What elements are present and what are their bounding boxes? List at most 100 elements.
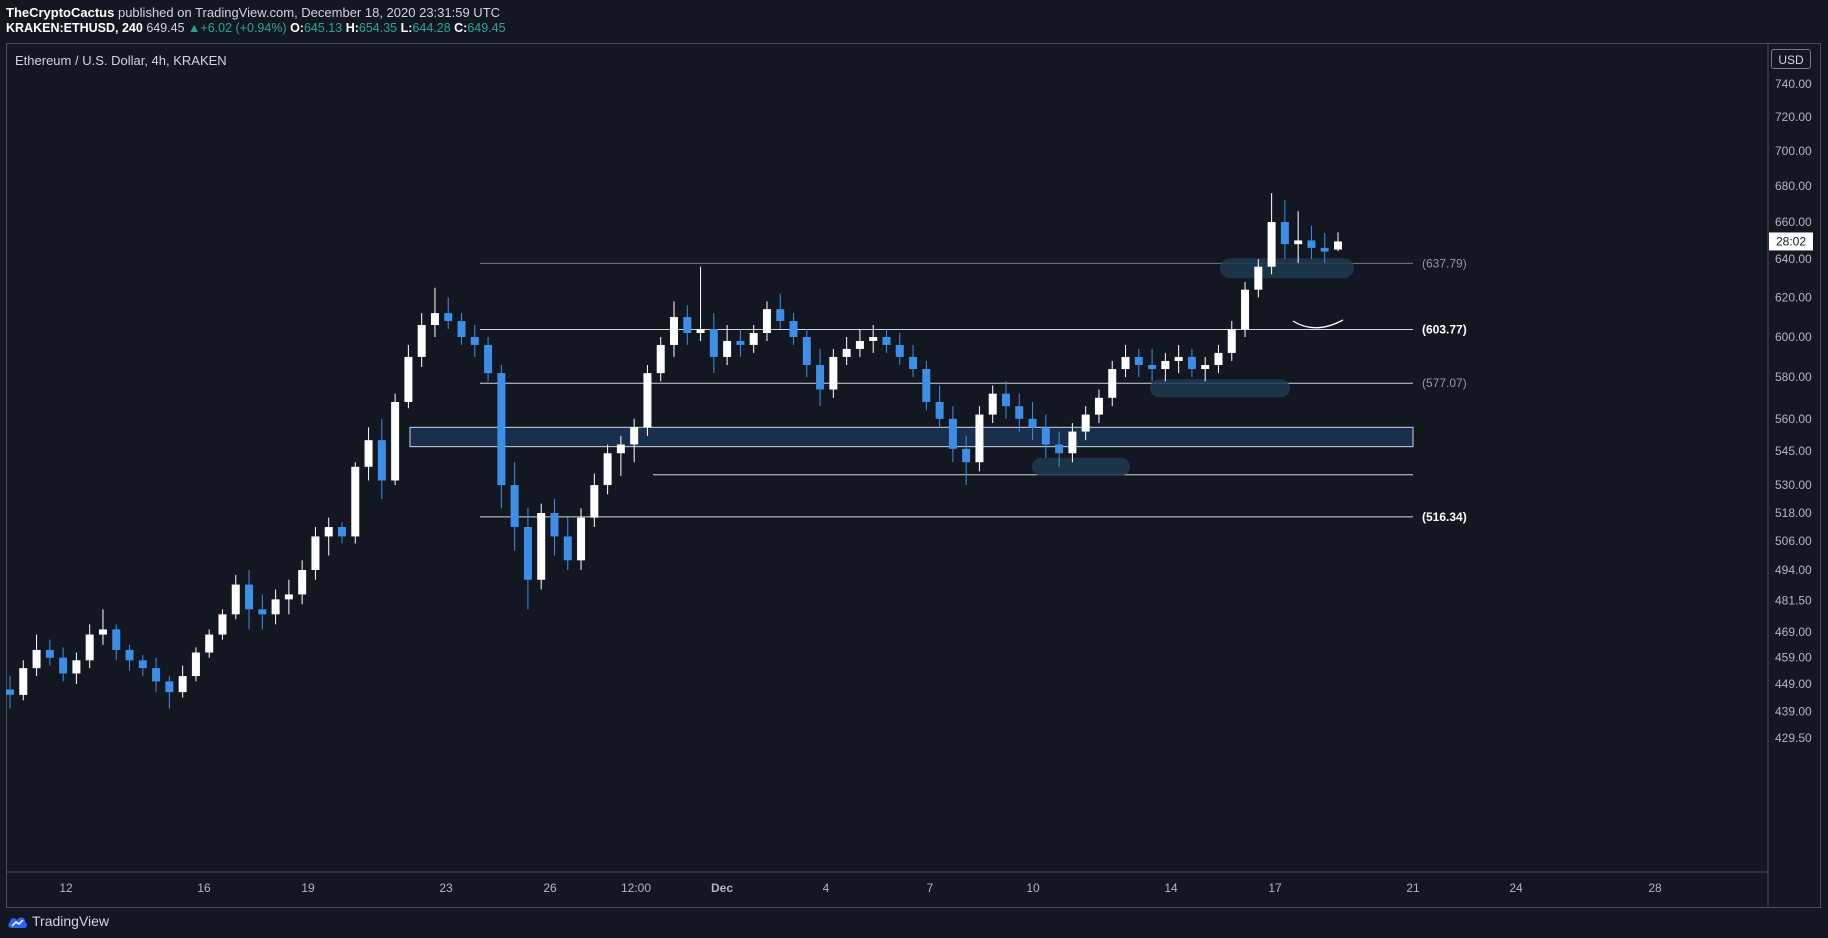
chart-frame bbox=[6, 43, 1821, 908]
candle-body bbox=[1015, 406, 1024, 419]
candle-body bbox=[191, 652, 200, 677]
high-value: 654.35 bbox=[358, 21, 398, 35]
change-arrow-icon: ▲ bbox=[188, 21, 201, 35]
candle-body bbox=[1187, 356, 1196, 370]
candle-body bbox=[298, 570, 307, 595]
highlight-pill bbox=[1220, 258, 1354, 279]
candle-body bbox=[510, 485, 519, 527]
last-price: 649.45 bbox=[146, 21, 185, 35]
tradingview-cloud-icon[interactable] bbox=[7, 914, 29, 930]
candle-body bbox=[59, 657, 68, 674]
y-tick-label: 740.00 bbox=[1775, 77, 1812, 91]
candle-body bbox=[816, 364, 825, 390]
tradingview-brand[interactable]: TradingView bbox=[32, 913, 110, 929]
x-tick-label: 14 bbox=[1164, 881, 1178, 895]
candle-body bbox=[1227, 328, 1236, 353]
level-label: (516.34) bbox=[1422, 510, 1467, 524]
highlight-pill bbox=[1150, 379, 1290, 398]
candle-body bbox=[577, 517, 586, 561]
close-value: 649.45 bbox=[467, 21, 506, 35]
y-tick-label: 620.00 bbox=[1775, 290, 1812, 304]
candle-body bbox=[789, 321, 798, 337]
author-name[interactable]: TheCryptoCactus bbox=[6, 5, 115, 20]
x-tick-label: 17 bbox=[1268, 881, 1282, 895]
candle-body bbox=[656, 344, 665, 374]
candle-body bbox=[1148, 364, 1157, 370]
candle-body bbox=[776, 309, 785, 322]
candle-body bbox=[882, 337, 891, 345]
candle-body bbox=[1241, 289, 1250, 329]
candle-body bbox=[736, 340, 745, 345]
candle-body bbox=[895, 344, 904, 357]
candle-body bbox=[1028, 418, 1037, 428]
candle-body bbox=[377, 440, 386, 481]
candle-body bbox=[258, 609, 267, 615]
candle-body bbox=[829, 356, 838, 390]
y-tick-label: 680.00 bbox=[1775, 179, 1812, 193]
candle-body bbox=[497, 373, 506, 486]
change-value: +6.02 (+0.94%) bbox=[200, 21, 287, 35]
y-tick-label: 640.00 bbox=[1775, 252, 1812, 266]
candle-body bbox=[1307, 240, 1316, 248]
x-tick-label: 26 bbox=[543, 881, 557, 895]
y-tick-label: 530.00 bbox=[1775, 478, 1812, 492]
x-tick-label: 24 bbox=[1509, 881, 1523, 895]
candle-body bbox=[975, 414, 984, 463]
candle-body bbox=[1280, 222, 1289, 245]
candle-body bbox=[550, 513, 559, 537]
level-label: (577.07) bbox=[1422, 376, 1467, 390]
candle-body bbox=[1081, 414, 1090, 432]
candle-body bbox=[643, 373, 652, 428]
candle-body bbox=[1002, 393, 1010, 407]
x-tick-label: 12:00 bbox=[621, 881, 651, 895]
candle-body bbox=[311, 536, 320, 570]
candle-body bbox=[284, 594, 293, 600]
candle-body bbox=[1214, 352, 1223, 365]
candle-body bbox=[922, 369, 931, 402]
candle-body bbox=[470, 337, 479, 345]
close-label: C: bbox=[454, 21, 468, 35]
y-tick-label: 459.00 bbox=[1775, 651, 1812, 665]
candle-body bbox=[683, 317, 692, 333]
candle-body bbox=[1201, 364, 1210, 370]
y-tick-label: 660.00 bbox=[1775, 215, 1812, 229]
candle-body bbox=[1134, 356, 1143, 365]
candle-body bbox=[404, 356, 413, 402]
candle-body bbox=[1055, 444, 1064, 454]
candle-body bbox=[855, 340, 864, 349]
x-tick-label: 4 bbox=[823, 881, 830, 895]
candle-body bbox=[45, 649, 54, 658]
x-tick-label: 10 bbox=[1026, 881, 1040, 895]
candle-body bbox=[762, 309, 771, 333]
y-tick-label: 518.00 bbox=[1775, 506, 1812, 520]
candle-body bbox=[417, 324, 426, 357]
candle-body bbox=[842, 348, 851, 357]
candle-body bbox=[178, 676, 187, 693]
high-label: H: bbox=[345, 21, 359, 35]
y-tick-label: 580.00 bbox=[1775, 370, 1812, 384]
x-tick-label: 7 bbox=[927, 881, 934, 895]
candle-body bbox=[1267, 222, 1276, 267]
candle-body bbox=[444, 313, 453, 322]
y-tick-label: 700.00 bbox=[1775, 144, 1812, 158]
candle-body bbox=[364, 440, 373, 467]
y-tick-label: 506.00 bbox=[1775, 534, 1812, 548]
candle-body bbox=[138, 660, 147, 669]
candle-body bbox=[749, 332, 758, 345]
candle-body bbox=[1121, 356, 1130, 370]
candle-body bbox=[245, 584, 254, 610]
candle-body bbox=[709, 328, 718, 357]
currency-button[interactable]: USD bbox=[1771, 49, 1811, 69]
candle-body bbox=[1320, 247, 1329, 252]
y-tick-label: 449.00 bbox=[1775, 677, 1812, 691]
candle-body bbox=[430, 313, 439, 325]
x-tick-label: Dec bbox=[711, 881, 733, 895]
candle-body bbox=[537, 513, 546, 580]
chart-title: Ethereum / U.S. Dollar, 4h, KRAKEN bbox=[15, 53, 227, 68]
low-label: L: bbox=[400, 21, 413, 35]
candle-body bbox=[1174, 356, 1183, 361]
x-tick-label: 23 bbox=[439, 881, 453, 895]
x-tick-label: 12 bbox=[59, 881, 73, 895]
candle-body bbox=[723, 340, 732, 357]
